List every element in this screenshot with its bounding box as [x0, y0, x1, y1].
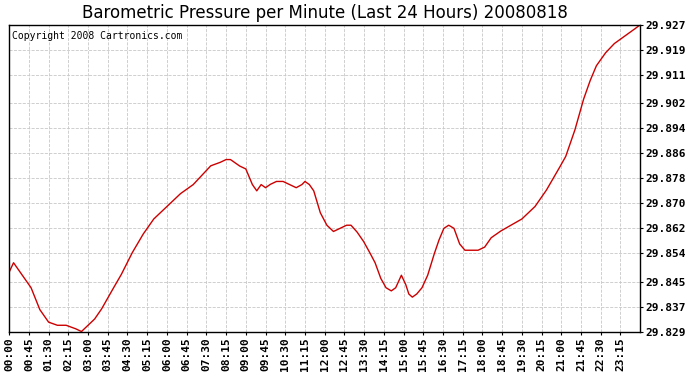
Title: Barometric Pressure per Minute (Last 24 Hours) 20080818: Barometric Pressure per Minute (Last 24 …: [81, 4, 567, 22]
Text: Copyright 2008 Cartronics.com: Copyright 2008 Cartronics.com: [12, 31, 183, 41]
